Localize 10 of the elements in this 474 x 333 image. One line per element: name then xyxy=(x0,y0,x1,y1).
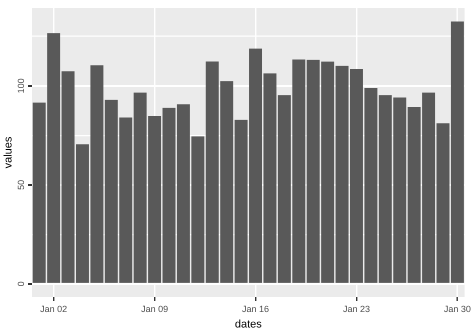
x-tick-label: Jan 09 xyxy=(141,304,168,314)
x-tick-label: Jan 30 xyxy=(444,304,471,314)
x-tick-label: Jan 23 xyxy=(342,304,370,314)
x-tick-label: Jan 02 xyxy=(40,304,68,314)
y-axis-title: values xyxy=(2,136,15,168)
x-tick-label: Jan 16 xyxy=(242,304,270,314)
y-tick-label: 50 xyxy=(16,180,26,190)
y-tick-label: 100 xyxy=(16,78,26,94)
x-axis-title: dates xyxy=(234,318,262,330)
y-tick-label: 0 xyxy=(16,281,26,286)
